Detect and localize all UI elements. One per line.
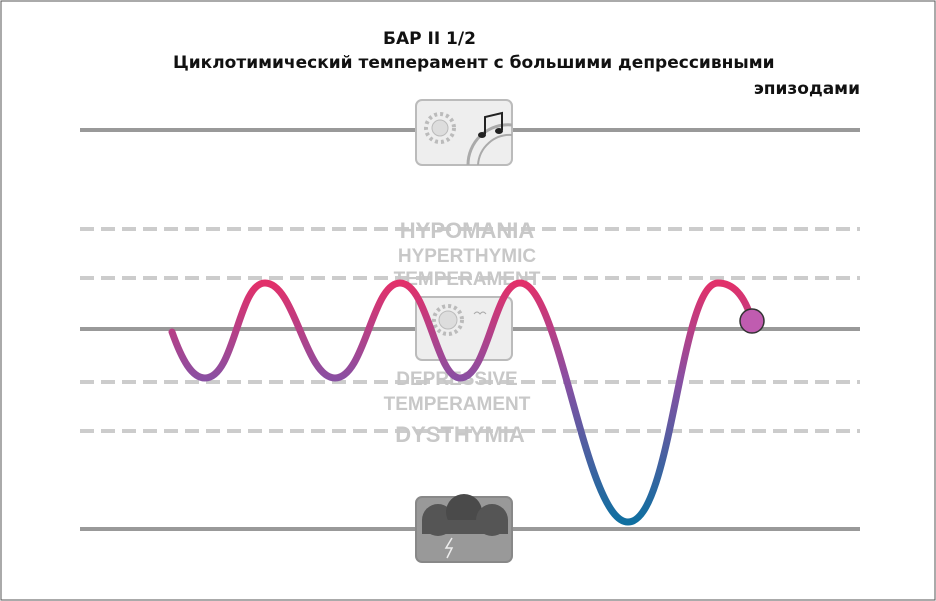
zone-label: TEMPERAMENT xyxy=(394,269,541,290)
zone-label: DYSTHYMIA xyxy=(395,422,525,447)
mood-wave xyxy=(168,279,756,526)
subtitle: Циклотимический темперамент с большими д… xyxy=(173,53,775,73)
icon-top xyxy=(415,99,513,166)
zone-label: TEMPERAMENT xyxy=(384,394,531,415)
icon-bottom xyxy=(415,494,513,563)
subtitle: эпизодами xyxy=(754,79,860,99)
wave-end xyxy=(739,308,765,334)
title: БАР II 1/2 xyxy=(383,29,476,49)
dashed-levels xyxy=(80,227,860,433)
zone-label: HYPOMANIA xyxy=(400,218,535,243)
zone-label: HYPERTHYMIC xyxy=(398,246,537,267)
